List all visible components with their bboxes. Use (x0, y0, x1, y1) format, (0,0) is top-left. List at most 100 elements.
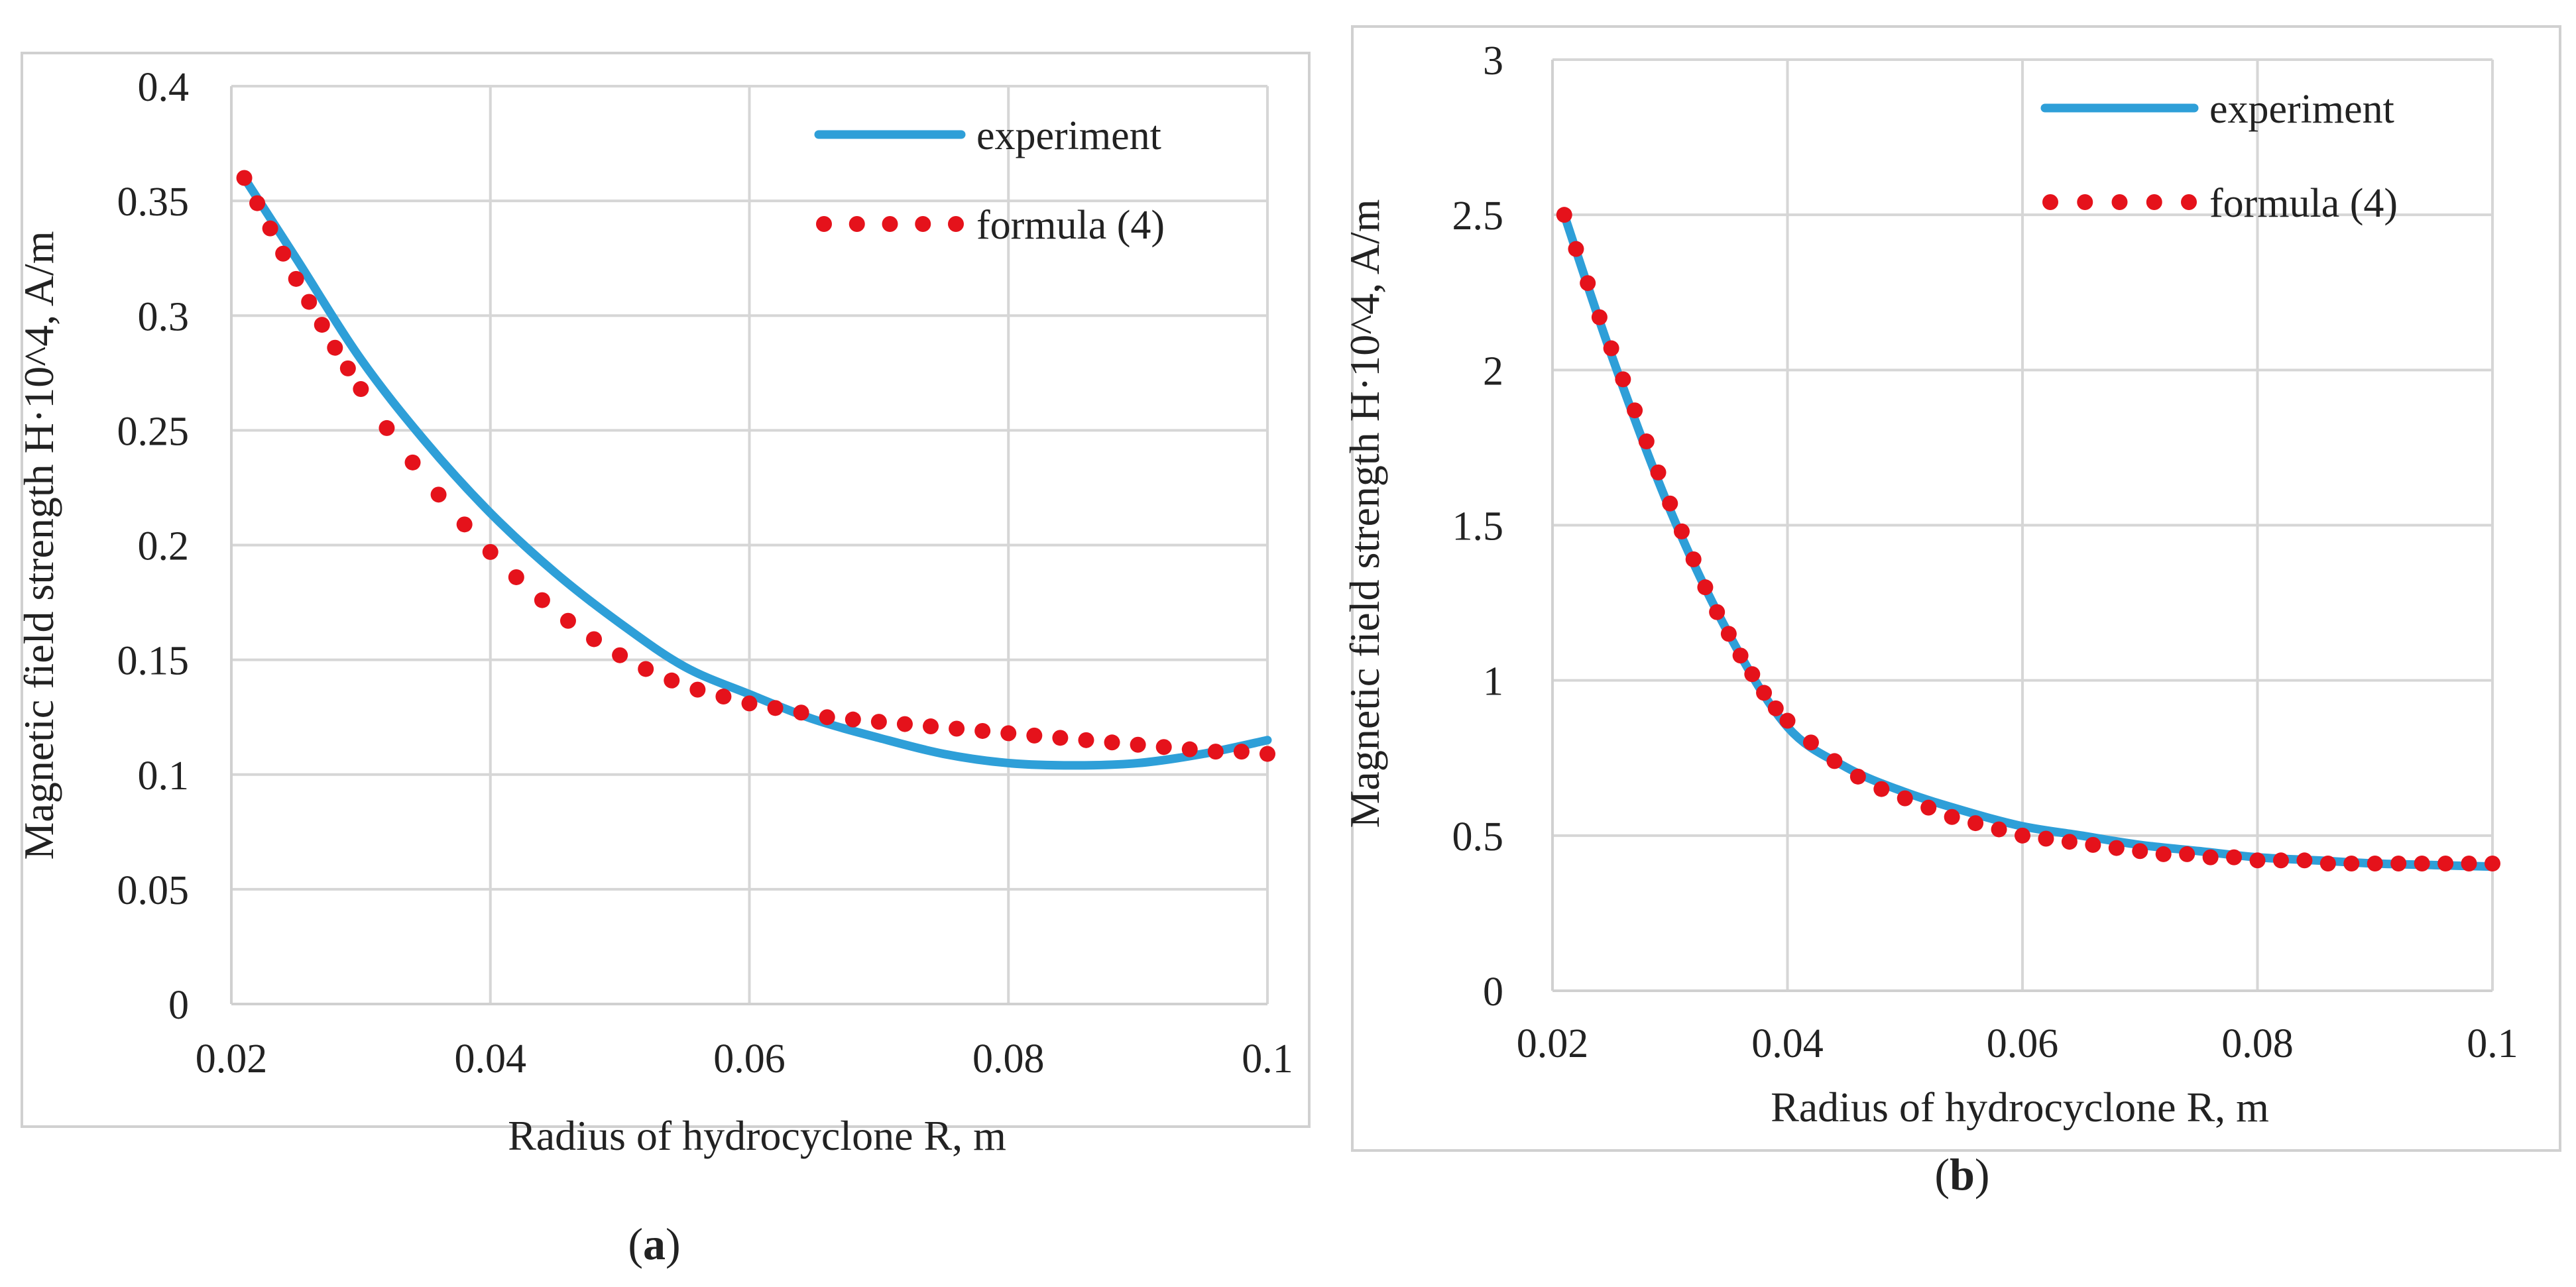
data-point (353, 381, 369, 398)
data-point (236, 170, 253, 186)
y-tick-label: 0.1 (138, 754, 190, 799)
y-tick-label: 0.5 (1452, 814, 1504, 860)
data-point (262, 220, 278, 237)
legend-swatch-dot (2111, 194, 2128, 210)
data-point (1556, 207, 1572, 223)
legend-swatch-dot (948, 216, 964, 232)
series-line (1560, 210, 2497, 871)
data-point (1744, 666, 1761, 683)
data-point (1720, 626, 1737, 642)
data-point (689, 681, 706, 698)
panel-label-letter: a (643, 1219, 666, 1269)
data-point (1650, 464, 1667, 480)
y-tick-label: 0.2 (138, 524, 190, 569)
data-point (586, 631, 603, 647)
data-point (2038, 830, 2054, 847)
data-point (1920, 799, 1937, 816)
data-point (638, 661, 654, 677)
data-point (1638, 433, 1655, 450)
series-experiment (1560, 210, 2497, 871)
legend-swatch-dot (882, 216, 898, 232)
y-tick-label: 0.3 (138, 294, 190, 339)
y-tick-label: 0.15 (117, 639, 190, 684)
legend-swatch-dot (915, 216, 931, 232)
data-point (1826, 753, 1843, 769)
legend-swatch-dot (816, 216, 832, 232)
data-point (1967, 815, 1984, 832)
x-tick-label: 0.04 (1751, 1021, 1824, 1066)
data-point (715, 689, 732, 705)
data-point (288, 270, 304, 287)
data-point (1627, 402, 1643, 419)
data-point (896, 716, 913, 732)
data-point (741, 695, 758, 712)
data-point (2437, 855, 2454, 871)
data-point (1873, 781, 1890, 797)
data-point (1000, 725, 1017, 742)
legend-label: formula (4) (976, 203, 1165, 248)
data-point (2272, 852, 2289, 869)
data-point (534, 592, 550, 608)
data-point (2132, 843, 2148, 860)
data-point (819, 709, 835, 726)
data-point (430, 486, 447, 503)
data-point (1662, 495, 1678, 512)
legend-swatch-dot (2146, 194, 2162, 210)
data-point (612, 647, 628, 663)
x-axis-title: Radius of hydrocyclone R, m (508, 1112, 1006, 1159)
data-point (664, 672, 680, 689)
series-experiment (240, 174, 1272, 770)
data-point (1849, 768, 1866, 785)
x-axis-title: Radius of hydrocyclone R, m (1771, 1084, 2269, 1131)
data-point (1591, 309, 1608, 325)
data-point (1207, 744, 1224, 760)
data-point (793, 704, 809, 721)
chart-panel-a: 0 0.05 0.1 0.15 0.2 0.25 0.3 0.35 0.4 0.02 0.04 0.0… (15, 52, 1311, 1269)
data-point (1685, 551, 1702, 568)
data-point (1779, 712, 1796, 729)
x-tick-label: 0.02 (1517, 1021, 1589, 1066)
data-point (1052, 730, 1069, 746)
data-point (275, 245, 292, 262)
chart-frame (1351, 25, 2561, 1152)
legend-label: experiment (2209, 87, 2394, 132)
x-tick-label: 0.04 (455, 1036, 527, 1082)
legend-swatch-dot (2042, 194, 2058, 210)
data-point (923, 718, 939, 735)
data-point (767, 700, 784, 716)
data-point (1181, 741, 1198, 757)
y-tick-label: 0 (168, 983, 189, 1028)
data-point (1991, 821, 2007, 838)
data-point (2085, 836, 2101, 853)
data-point (1697, 579, 1714, 596)
data-point (1568, 241, 1584, 257)
y-tick-label: 0.4 (138, 65, 190, 110)
y-tick-label: 0.05 (117, 868, 190, 913)
data-point (1078, 732, 1094, 748)
data-point (2061, 834, 2078, 850)
data-point (379, 420, 395, 436)
x-tick-label: 0.02 (196, 1036, 268, 1082)
data-point (2390, 855, 2407, 871)
data-point (1130, 736, 1146, 753)
y-tick-label: 2 (1483, 349, 1503, 394)
data-point (1756, 685, 1773, 701)
data-point (404, 454, 421, 471)
data-point (870, 714, 887, 730)
data-point (974, 722, 991, 739)
data-point (2319, 855, 2336, 871)
data-point (1709, 604, 1726, 620)
legend-label: formula (4) (2209, 181, 2398, 226)
chart-frame (21, 52, 1311, 1128)
data-point (1615, 371, 1631, 388)
data-point (1944, 809, 1960, 825)
y-tick-label: 0.25 (117, 409, 190, 454)
data-point (1104, 734, 1120, 751)
legend: experiment formula (4) (2040, 87, 2398, 226)
data-point (508, 569, 524, 585)
x-tick-label: 0.1 (2467, 1021, 2518, 1066)
x-tick-label: 0.08 (972, 1036, 1045, 1082)
x-tick-label: 0.08 (2221, 1021, 2294, 1066)
data-point (2461, 855, 2477, 871)
